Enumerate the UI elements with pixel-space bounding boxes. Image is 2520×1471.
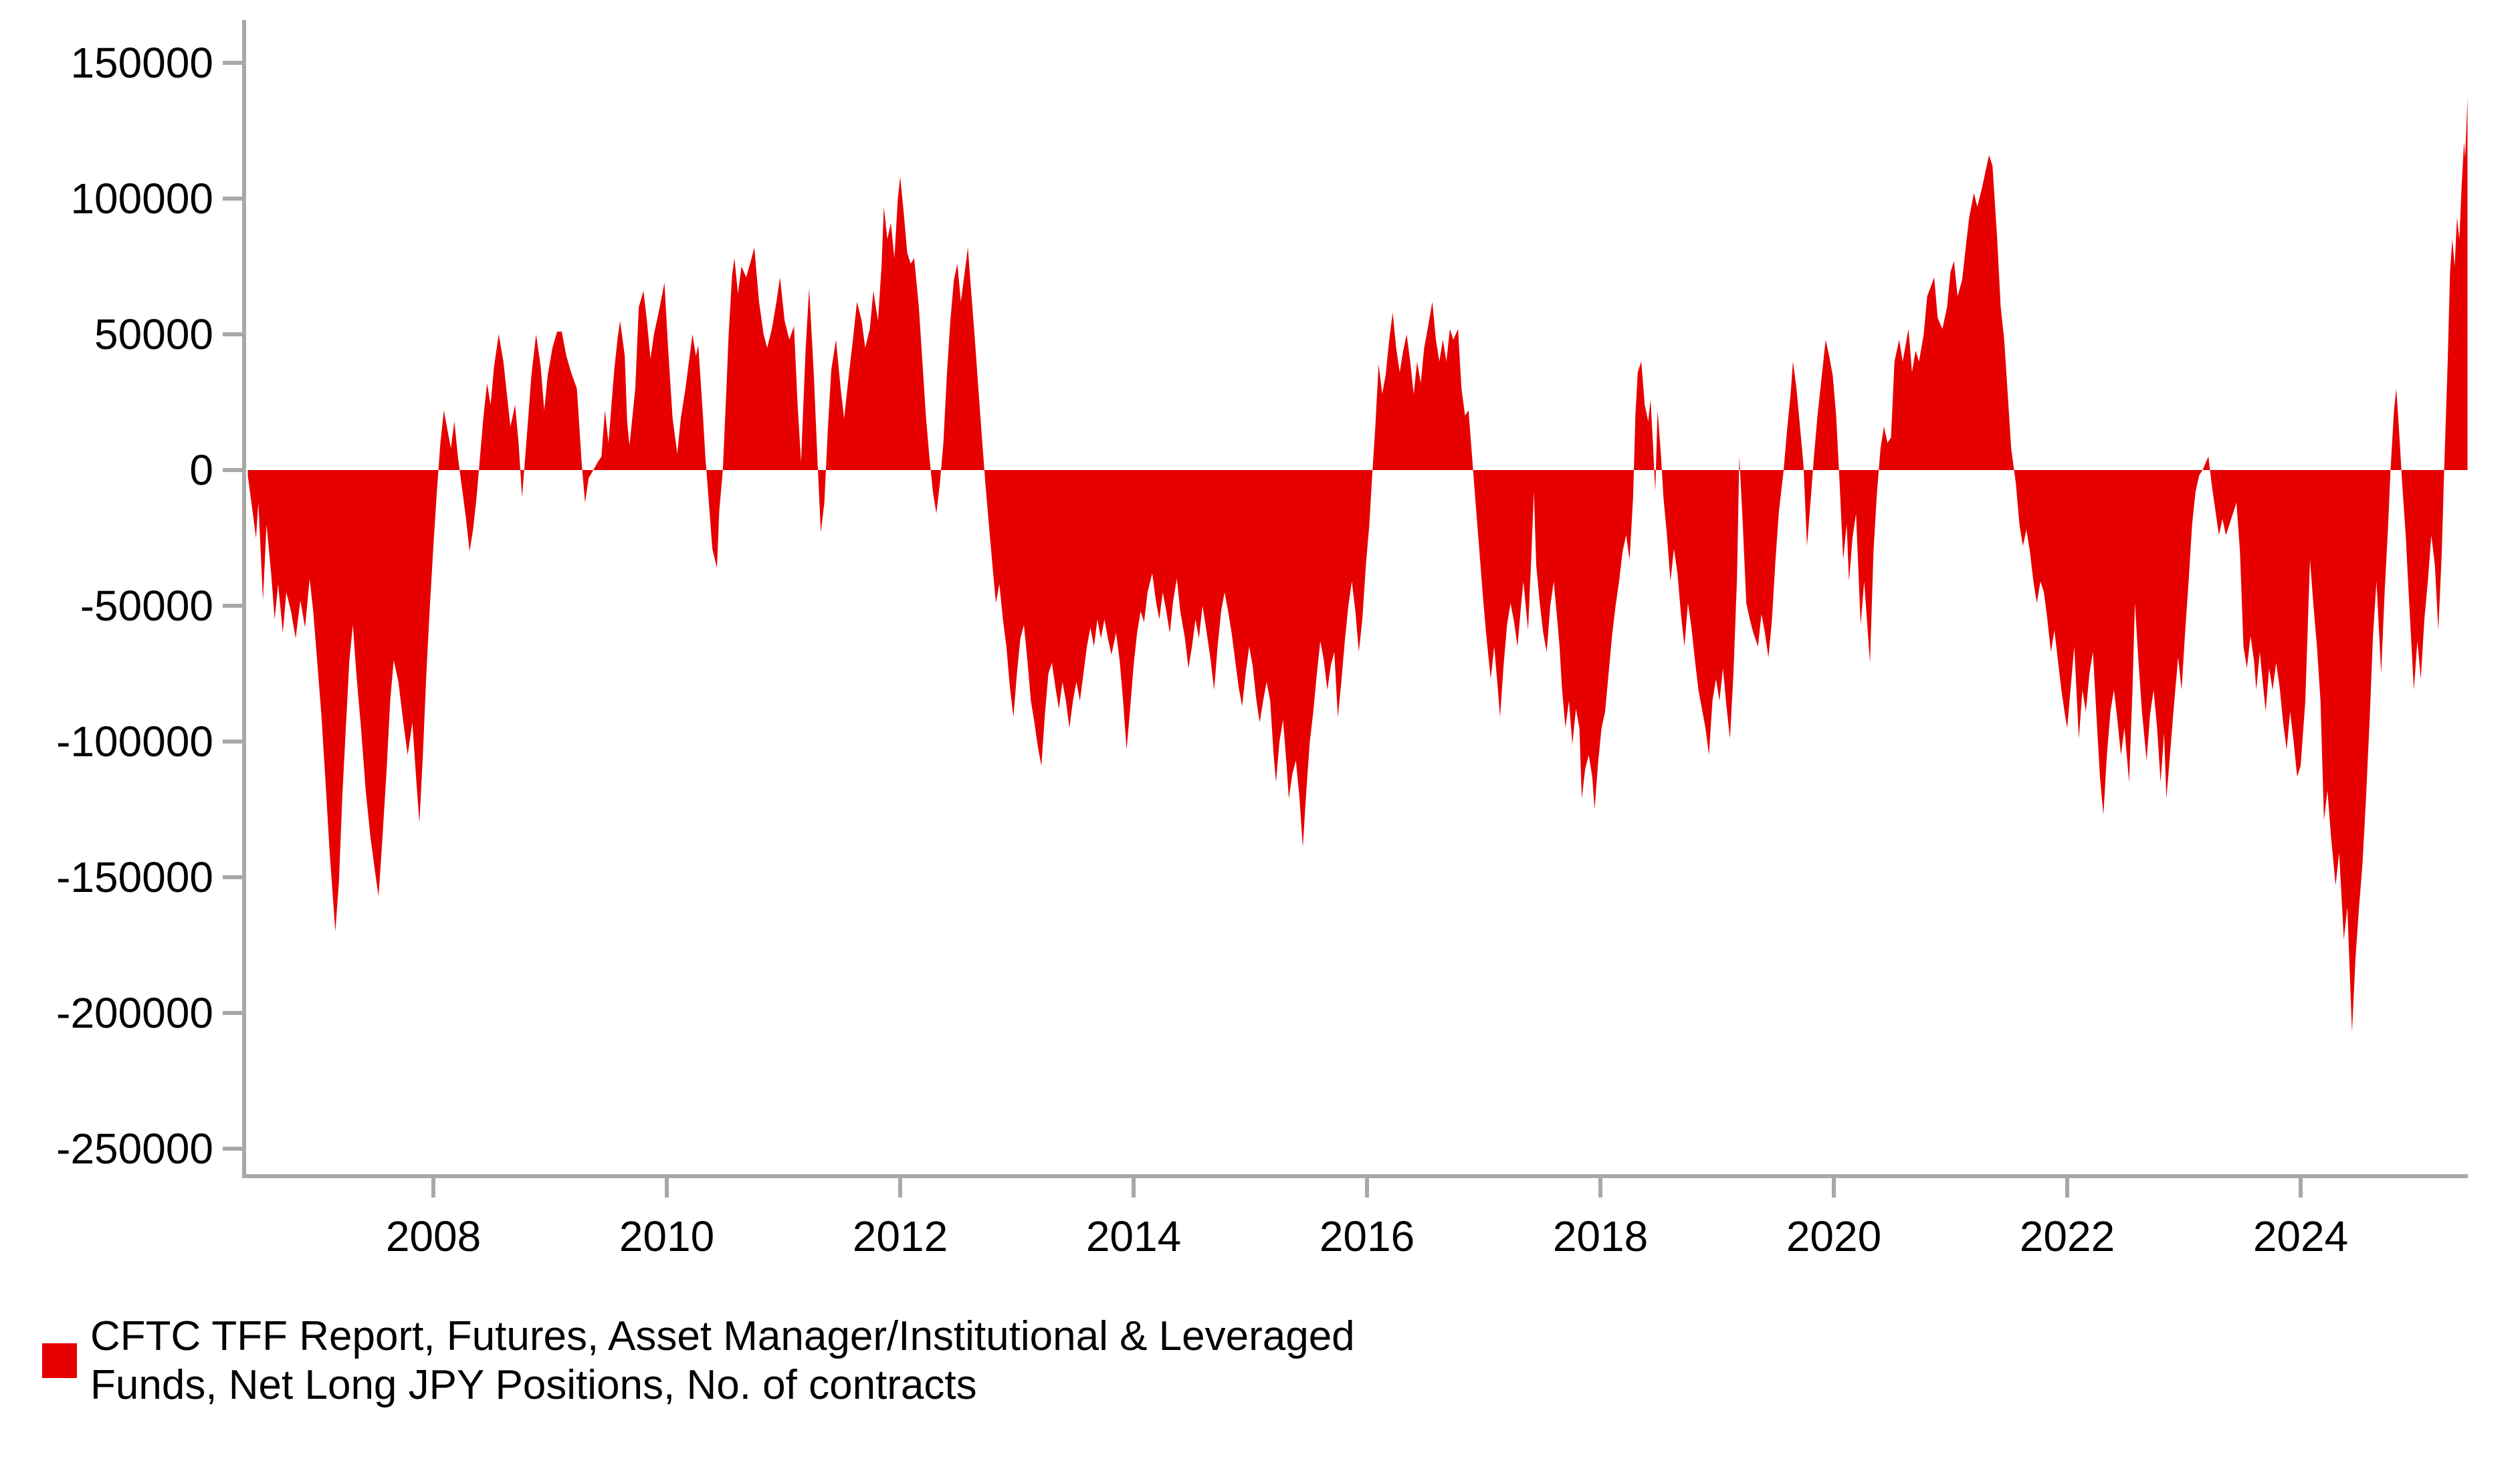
x-tick-label: 2016 <box>1320 1212 1414 1260</box>
y-tick-label: -100000 <box>56 717 213 766</box>
x-tick-label: 2014 <box>1086 1212 1181 1260</box>
legend-series-label: CFTC TFF Report, Futures, Asset Manager/… <box>90 1312 1355 1409</box>
legend-series-swatch <box>42 1343 77 1378</box>
x-tick-label: 2020 <box>1786 1212 1881 1260</box>
x-tick-label: 2024 <box>2253 1212 2348 1260</box>
y-tick-label: 50000 <box>94 310 213 358</box>
y-tick-label: -150000 <box>56 853 213 901</box>
y-tick-label: -200000 <box>56 989 213 1037</box>
x-tick-label: 2012 <box>853 1212 948 1260</box>
area-series-layer <box>247 98 2468 1032</box>
x-tick-label: 2018 <box>1553 1212 1648 1260</box>
net-long-jpy-area-series <box>247 98 2468 1032</box>
x-tick-label: 2022 <box>2020 1212 2115 1260</box>
axis-labels-layer: 150000 100000 50000 0 -50000 -100000 -150000 -2… <box>56 39 2348 1260</box>
y-tick-label: 0 <box>189 446 213 494</box>
legend-label-line1: CFTC TFF Report, Futures, Asset Manager/… <box>90 1313 1355 1359</box>
legend: CFTC TFF Report, Futures, Asset Manager/… <box>42 1312 1355 1409</box>
x-tick-label: 2008 <box>386 1212 481 1260</box>
y-tick-label: -250000 <box>56 1125 213 1173</box>
y-tick-label: 100000 <box>70 175 213 223</box>
legend-label-line2: Funds, Net Long JPY Positions, No. of co… <box>90 1362 977 1408</box>
axes-layer <box>223 20 2468 1198</box>
x-tick-label: 2010 <box>619 1212 714 1260</box>
y-tick-label: 150000 <box>70 39 213 87</box>
y-tick-label: -50000 <box>80 582 213 630</box>
